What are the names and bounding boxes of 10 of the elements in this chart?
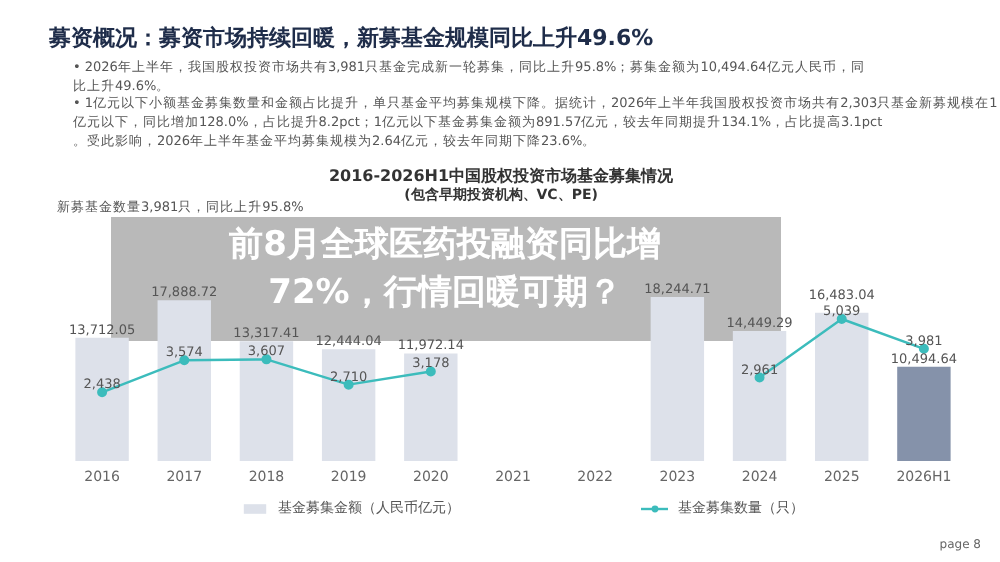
- bar: [650, 297, 705, 461]
- bar: [897, 366, 951, 461]
- bar: [157, 300, 211, 461]
- bar: [732, 331, 787, 461]
- bar: [239, 341, 294, 461]
- chart-title: 募资概况：募资市场持续回暖，新募基金规模同比上升49.6%: [47, 25, 654, 51]
- text: 2016-2026H1中国股权投资市场基金募集情况: [328, 165, 676, 185]
- bar: [404, 353, 458, 461]
- bar: [321, 349, 376, 461]
- bar: [75, 337, 129, 461]
